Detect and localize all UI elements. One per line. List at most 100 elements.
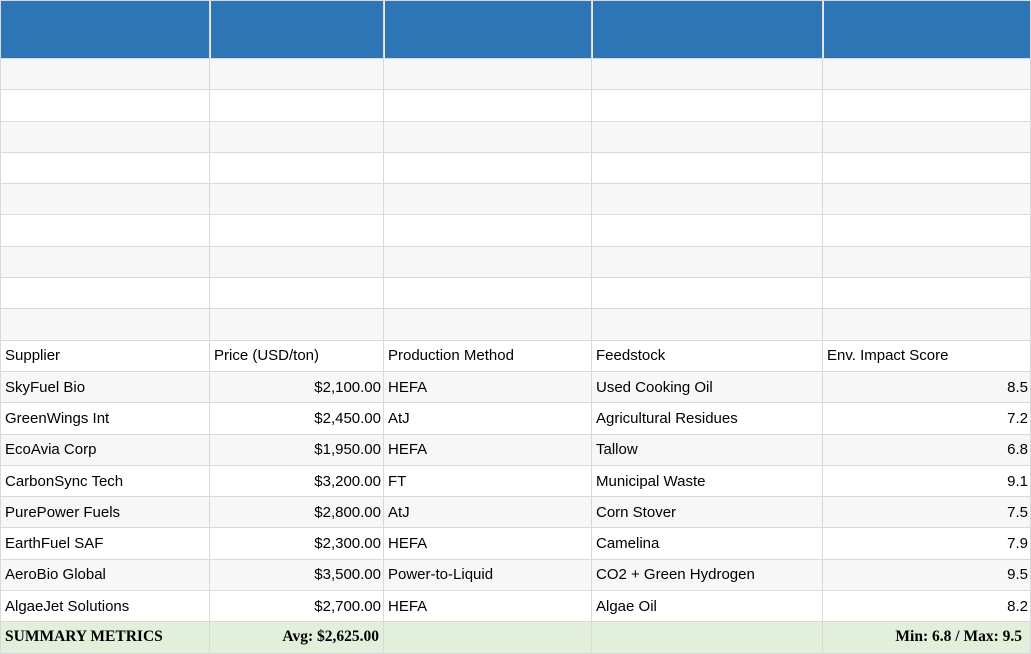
empty-cell[interactable] — [823, 278, 1030, 309]
summary-empty-cell[interactable] — [592, 622, 822, 653]
cell-supplier[interactable]: EarthFuel SAF — [1, 528, 209, 559]
empty-cell[interactable] — [210, 184, 383, 215]
cell-price[interactable]: $2,700.00 — [210, 591, 383, 622]
cell-score[interactable]: 7.2 — [823, 403, 1030, 434]
empty-cell[interactable] — [384, 59, 591, 90]
empty-cell[interactable] — [823, 90, 1030, 121]
empty-cell[interactable] — [823, 59, 1030, 90]
empty-cell[interactable] — [592, 59, 822, 90]
empty-cell[interactable] — [823, 309, 1030, 340]
cell-price[interactable]: $3,500.00 — [210, 559, 383, 591]
cell-supplier[interactable]: EcoAvia Corp — [1, 434, 209, 465]
empty-cell[interactable] — [1, 90, 209, 121]
empty-cell[interactable] — [384, 215, 591, 246]
column-header-supplier[interactable]: Supplier — [1, 340, 209, 371]
empty-cell[interactable] — [210, 121, 383, 152]
cell-score[interactable]: 9.5 — [823, 559, 1030, 591]
cell-method[interactable]: Power-to-Liquid — [384, 559, 591, 591]
empty-cell[interactable] — [210, 59, 383, 90]
blank-header-cell[interactable] — [1, 1, 209, 58]
empty-cell[interactable] — [1, 215, 209, 246]
cell-supplier[interactable]: PurePower Fuels — [1, 497, 209, 528]
empty-cell[interactable] — [384, 246, 591, 278]
summary-avg-cell[interactable]: Avg: $2,625.00 — [210, 622, 383, 653]
empty-cell[interactable] — [1, 121, 209, 152]
empty-cell[interactable] — [1, 278, 209, 309]
empty-cell[interactable] — [592, 184, 822, 215]
cell-score[interactable]: 7.9 — [823, 528, 1030, 559]
cell-method[interactable]: FT — [384, 465, 591, 497]
empty-cell[interactable] — [1, 184, 209, 215]
cell-feedstock[interactable]: Camelina — [592, 528, 822, 559]
cell-price[interactable]: $1,950.00 — [210, 434, 383, 465]
empty-cell[interactable] — [384, 90, 591, 121]
cell-score[interactable]: 9.1 — [823, 465, 1030, 497]
cell-price[interactable]: $3,200.00 — [210, 465, 383, 497]
cell-feedstock[interactable]: Corn Stover — [592, 497, 822, 528]
cell-price[interactable]: $2,800.00 — [210, 497, 383, 528]
cell-method[interactable]: AtJ — [384, 497, 591, 528]
blank-header-cell[interactable] — [210, 1, 383, 58]
cell-method[interactable]: HEFA — [384, 528, 591, 559]
empty-cell[interactable] — [592, 278, 822, 309]
blank-header-cell[interactable] — [384, 1, 591, 58]
empty-cell[interactable] — [592, 90, 822, 121]
empty-cell[interactable] — [384, 121, 591, 152]
cell-score[interactable]: 8.2 — [823, 591, 1030, 622]
summary-label-cell[interactable]: SUMMARY METRICS — [1, 622, 209, 653]
empty-cell[interactable] — [384, 184, 591, 215]
cell-supplier[interactable]: GreenWings Int — [1, 403, 209, 434]
empty-cell[interactable] — [1, 309, 209, 340]
blank-header-cell[interactable] — [823, 1, 1030, 58]
column-header-method[interactable]: Production Method — [384, 340, 591, 371]
column-header-price[interactable]: Price (USD/ton) — [210, 340, 383, 371]
cell-method[interactable]: HEFA — [384, 371, 591, 403]
empty-cell[interactable] — [592, 121, 822, 152]
cell-feedstock[interactable]: Tallow — [592, 434, 822, 465]
empty-cell[interactable] — [384, 278, 591, 309]
cell-score[interactable]: 6.8 — [823, 434, 1030, 465]
cell-price[interactable]: $2,450.00 — [210, 403, 383, 434]
empty-cell[interactable] — [823, 121, 1030, 152]
summary-minmax-cell[interactable]: Min: 6.8 / Max: 9.5 — [823, 622, 1030, 653]
empty-cell[interactable] — [1, 152, 209, 184]
blank-header-cell[interactable] — [592, 1, 822, 58]
cell-score[interactable]: 7.5 — [823, 497, 1030, 528]
empty-cell[interactable] — [210, 246, 383, 278]
empty-cell[interactable] — [1, 59, 209, 90]
cell-method[interactable]: AtJ — [384, 403, 591, 434]
empty-cell[interactable] — [1, 246, 209, 278]
empty-cell[interactable] — [823, 215, 1030, 246]
cell-feedstock[interactable]: Municipal Waste — [592, 465, 822, 497]
empty-cell[interactable] — [823, 246, 1030, 278]
empty-cell[interactable] — [823, 184, 1030, 215]
empty-cell[interactable] — [384, 309, 591, 340]
empty-cell[interactable] — [592, 152, 822, 184]
empty-cell[interactable] — [210, 309, 383, 340]
cell-price[interactable]: $2,300.00 — [210, 528, 383, 559]
summary-empty-cell[interactable] — [384, 622, 591, 653]
empty-cell[interactable] — [592, 309, 822, 340]
empty-cell[interactable] — [384, 152, 591, 184]
cell-supplier[interactable]: AlgaeJet Solutions — [1, 591, 209, 622]
empty-cell[interactable] — [210, 215, 383, 246]
empty-cell[interactable] — [823, 152, 1030, 184]
cell-feedstock[interactable]: Algae Oil — [592, 591, 822, 622]
empty-cell[interactable] — [592, 246, 822, 278]
empty-cell[interactable] — [210, 152, 383, 184]
cell-method[interactable]: HEFA — [384, 434, 591, 465]
cell-supplier[interactable]: CarbonSync Tech — [1, 465, 209, 497]
column-header-feedstock[interactable]: Feedstock — [592, 340, 822, 371]
cell-feedstock[interactable]: CO2 + Green Hydrogen — [592, 559, 822, 591]
cell-method[interactable]: HEFA — [384, 591, 591, 622]
cell-supplier[interactable]: AeroBio Global — [1, 559, 209, 591]
cell-supplier[interactable]: SkyFuel Bio — [1, 371, 209, 403]
empty-cell[interactable] — [210, 278, 383, 309]
cell-score[interactable]: 8.5 — [823, 371, 1030, 403]
cell-feedstock[interactable]: Used Cooking Oil — [592, 371, 822, 403]
empty-cell[interactable] — [210, 90, 383, 121]
cell-feedstock[interactable]: Agricultural Residues — [592, 403, 822, 434]
empty-cell[interactable] — [592, 215, 822, 246]
cell-price[interactable]: $2,100.00 — [210, 371, 383, 403]
column-header-score[interactable]: Env. Impact Score — [823, 340, 1030, 371]
